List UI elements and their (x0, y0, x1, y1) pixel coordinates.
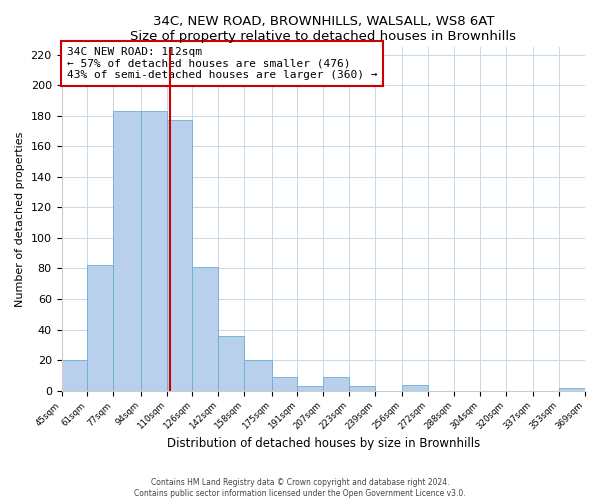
Y-axis label: Number of detached properties: Number of detached properties (15, 131, 25, 306)
Bar (244, 360, 272, 390)
Bar (218, 336, 244, 390)
X-axis label: Distribution of detached houses by size in Brownhills: Distribution of detached houses by size … (167, 437, 480, 450)
Bar (88, 266, 113, 390)
Bar (167, 120, 193, 390)
Bar (113, 111, 140, 390)
Bar (403, 384, 428, 390)
Bar (272, 377, 298, 390)
Bar (140, 111, 167, 390)
Bar (323, 377, 349, 390)
Bar (298, 386, 323, 390)
Bar (62, 360, 88, 390)
Text: 34C NEW ROAD: 112sqm
← 57% of detached houses are smaller (476)
43% of semi-deta: 34C NEW ROAD: 112sqm ← 57% of detached h… (67, 47, 377, 80)
Bar (559, 388, 585, 390)
Bar (193, 267, 218, 390)
Bar (349, 386, 375, 390)
Text: Contains HM Land Registry data © Crown copyright and database right 2024.
Contai: Contains HM Land Registry data © Crown c… (134, 478, 466, 498)
Title: 34C, NEW ROAD, BROWNHILLS, WALSALL, WS8 6AT
Size of property relative to detache: 34C, NEW ROAD, BROWNHILLS, WALSALL, WS8 … (130, 15, 516, 43)
